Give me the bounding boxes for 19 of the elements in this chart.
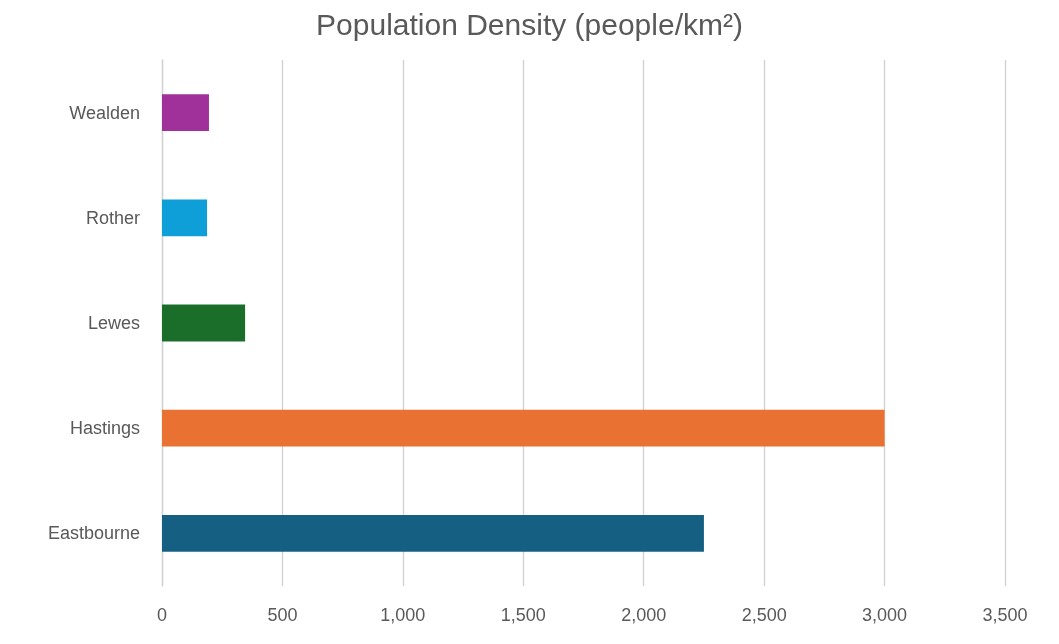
x-tick-label: 0 (156, 605, 168, 625)
x-tick-label: 2,500 (741, 605, 787, 625)
x-tick-label: 500 (267, 605, 298, 625)
x-tick-label: 2,000 (621, 605, 667, 625)
bar (162, 304, 246, 342)
y-tick-label: Eastbourne (47, 523, 140, 544)
x-tick-label: 3,500 (982, 605, 1028, 625)
bar (162, 94, 209, 132)
bar (162, 199, 208, 237)
chart-title: Population Density (people/km²) (316, 7, 743, 41)
x-tick-label: 3,000 (862, 605, 908, 625)
x-tick-label: 1,500 (500, 605, 546, 625)
x-tick-label: 1,000 (380, 605, 426, 625)
y-tick-label: Rother (85, 207, 140, 228)
y-tick-label: Lewes (87, 313, 140, 333)
bar (162, 409, 885, 447)
y-tick-label: Hastings (69, 418, 140, 439)
bar (162, 514, 704, 552)
y-tick-label: Wealden (69, 102, 140, 123)
